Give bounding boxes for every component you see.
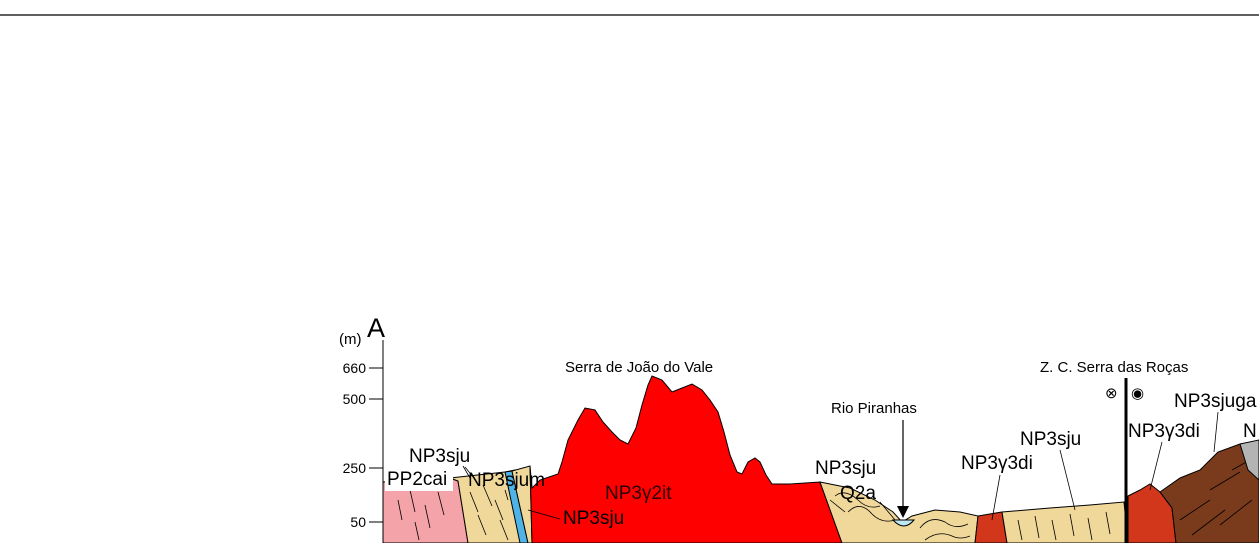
unit-label-meters: (m) bbox=[339, 331, 362, 348]
leader-np3g3di-1 bbox=[991, 474, 1001, 521]
into-page-symbol: ◉ bbox=[1131, 385, 1144, 402]
pp2cai-label-box bbox=[385, 467, 453, 491]
label-n-cut: N bbox=[1243, 421, 1257, 442]
out-of-page-symbol: ⊗ bbox=[1105, 385, 1118, 402]
unit-np3g2it bbox=[529, 375, 843, 543]
label-np3sju-3: NP3sju bbox=[815, 458, 876, 479]
leader-np3sjuga bbox=[1213, 411, 1219, 453]
hatch-np3sju-left bbox=[469, 484, 509, 541]
leader-np3sju-2 bbox=[527, 509, 561, 520]
unit-np3sju-right bbox=[1001, 501, 1129, 543]
river-label: Rio Piranhas bbox=[831, 400, 917, 417]
hatch-np3sju-right bbox=[1017, 511, 1111, 541]
leader-np3sjum bbox=[504, 489, 509, 501]
leader-np3g3di-2 bbox=[1149, 441, 1163, 491]
label-np3sju-1: NP3sju bbox=[409, 446, 470, 467]
label-np3sju-4: NP3sju bbox=[1020, 429, 1081, 450]
unit-np3sju-middle bbox=[819, 481, 979, 543]
label-q2a: Q2a bbox=[840, 483, 876, 504]
leader-np3sju-4 bbox=[1059, 449, 1076, 511]
leader-np3sju-left bbox=[462, 465, 471, 479]
unit-q2a bbox=[891, 519, 916, 527]
leader-q2a bbox=[879, 501, 896, 521]
elevation-label-500: 500 bbox=[343, 391, 367, 407]
river-arrow-head bbox=[897, 506, 909, 518]
label-np3g3di-1: NP3γ3di bbox=[961, 453, 1033, 474]
label-np3g2it: NP3γ2it bbox=[605, 483, 672, 504]
elevation-label-50: 50 bbox=[350, 514, 366, 530]
elevation-label-660: 660 bbox=[343, 360, 367, 376]
label-np3g3di-2: NP3γ3di bbox=[1128, 421, 1200, 442]
unit-np3g3di-middle bbox=[974, 511, 1008, 543]
unit-grey bbox=[1239, 439, 1259, 481]
label-np3sjuga: NP3sjuga bbox=[1174, 391, 1257, 412]
elevation-label-250: 250 bbox=[343, 460, 367, 476]
shear-zone-label: Z. C. Serra das Roças bbox=[1040, 359, 1188, 376]
unit-np3sju-strip bbox=[511, 465, 533, 543]
hatch-pp2cai bbox=[397, 489, 445, 541]
label-np3sjum: NP3sjum bbox=[468, 470, 545, 491]
label-pp2cai: PP2cai bbox=[387, 469, 447, 490]
leader-np3sju-1 bbox=[464, 466, 475, 479]
unit-np3sjum bbox=[504, 470, 529, 543]
section-end-label: A bbox=[367, 313, 385, 343]
mountain-label: Serra de João do Vale bbox=[565, 359, 713, 376]
fold-lines-middle bbox=[829, 492, 971, 541]
label-np3sju-2: NP3sju bbox=[563, 508, 624, 529]
